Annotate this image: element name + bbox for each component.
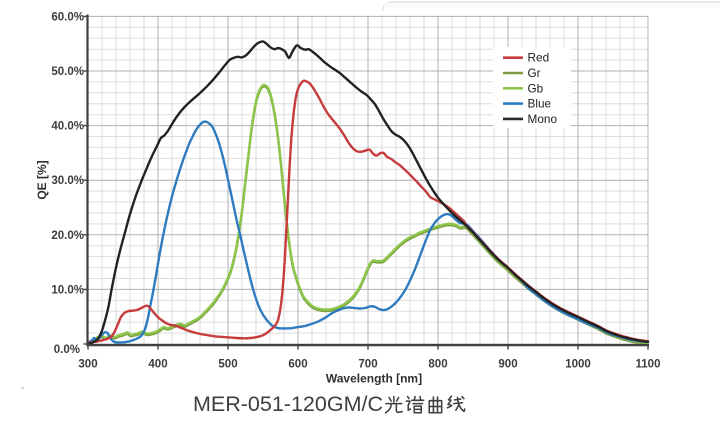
- svg-text:Wavelength [nm]: Wavelength [nm]: [326, 372, 422, 386]
- svg-text:Gb: Gb: [528, 81, 544, 95]
- svg-text:800: 800: [428, 359, 447, 371]
- svg-text:1000: 1000: [565, 359, 591, 371]
- svg-text:Red: Red: [528, 51, 550, 65]
- svg-text:50.0%: 50.0%: [51, 66, 84, 78]
- svg-text:600: 600: [288, 359, 307, 371]
- svg-text:300: 300: [78, 359, 97, 371]
- svg-text:Gr: Gr: [528, 66, 541, 80]
- svg-text:30.0%: 30.0%: [51, 175, 84, 187]
- svg-text:0.0%: 0.0%: [54, 344, 80, 356]
- svg-text:400: 400: [148, 359, 167, 371]
- svg-text:60.0%: 60.0%: [51, 11, 84, 23]
- svg-text:20.0%: 20.0%: [51, 230, 84, 242]
- svg-text:QE [%]: QE [%]: [35, 160, 49, 199]
- svg-text:700: 700: [358, 359, 377, 371]
- svg-text:MER-051-120GM/C: MER-051-120GM/C: [193, 392, 383, 416]
- svg-text:1100: 1100: [636, 359, 661, 371]
- svg-text:500: 500: [218, 359, 237, 371]
- svg-text:Mono: Mono: [528, 112, 558, 126]
- svg-text:900: 900: [498, 359, 517, 371]
- svg-text:Blue: Blue: [528, 97, 552, 111]
- svg-text:10.0%: 10.0%: [51, 284, 84, 296]
- svg-text:40.0%: 40.0%: [51, 121, 84, 133]
